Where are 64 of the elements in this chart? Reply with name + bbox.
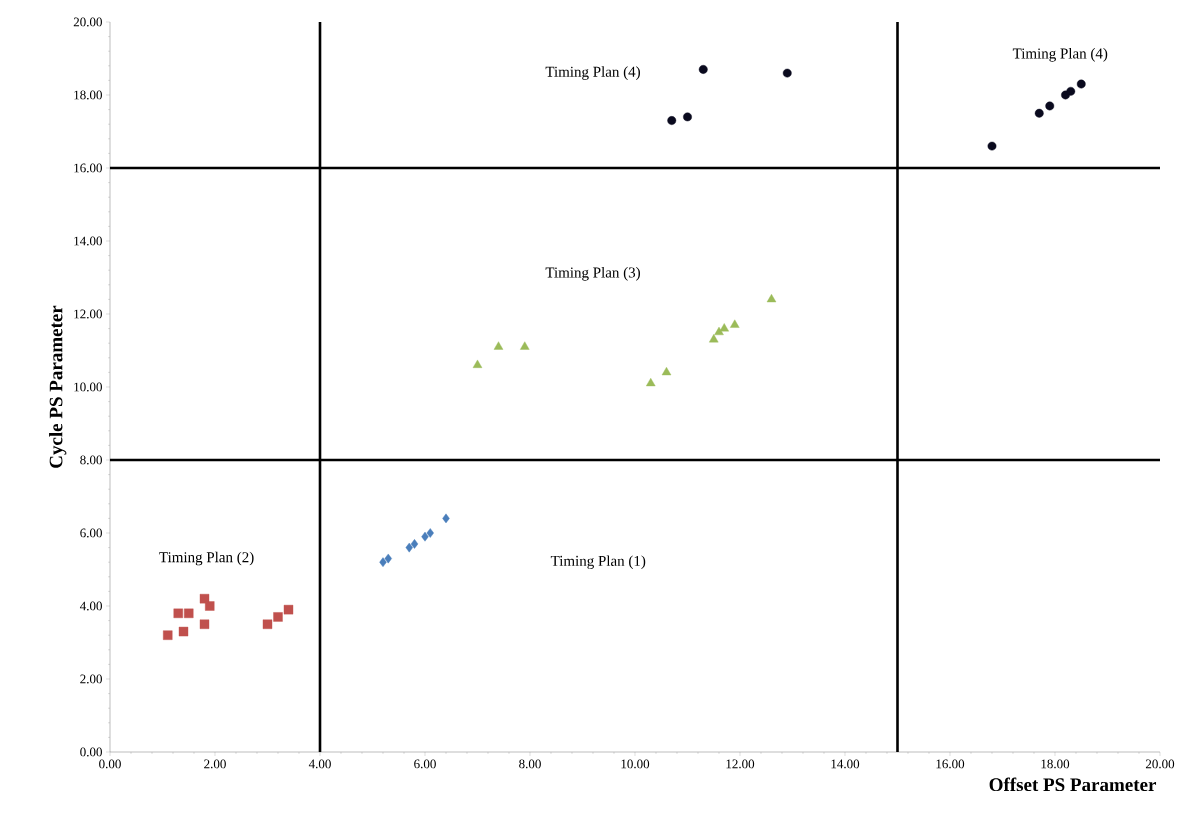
point <box>987 141 997 151</box>
point <box>262 619 273 629</box>
x-tick-label: 12.00 <box>726 759 755 769</box>
x-tick-label: 16.00 <box>936 759 965 769</box>
point <box>1066 86 1076 96</box>
point <box>472 359 483 368</box>
point <box>683 112 692 122</box>
annotation: Timing Plan (4) <box>1012 48 1108 62</box>
point <box>184 608 194 618</box>
point <box>1076 79 1086 89</box>
point <box>384 553 392 564</box>
y-tick-label: 0.00 <box>80 747 102 757</box>
y-tick-label: 8.00 <box>80 455 102 465</box>
y-tick-label: 2.00 <box>80 674 102 684</box>
y-tick-label: 10.00 <box>74 382 102 392</box>
y-tick-label: 18.00 <box>74 90 102 100</box>
x-tick-label: 10.00 <box>621 759 650 769</box>
y-tick-label: 16.00 <box>74 163 102 173</box>
point <box>520 341 530 350</box>
point <box>493 341 504 350</box>
point <box>442 513 450 524</box>
y-tick-label: 4.00 <box>79 601 102 611</box>
point <box>709 334 719 343</box>
x-tick-label: 14.00 <box>831 759 860 769</box>
y-tick-label: 6.00 <box>80 528 102 538</box>
x-tick-label: 2.00 <box>204 759 226 769</box>
point <box>410 539 419 549</box>
point <box>283 604 294 615</box>
x-tick-label: 18.00 <box>1041 759 1070 769</box>
y-axis-title: Cycle PS Parameter <box>49 305 67 468</box>
x-tick-label: 6.00 <box>414 759 436 769</box>
point <box>766 294 777 303</box>
annotation: Timing Plan (4) <box>545 66 640 80</box>
point <box>698 65 708 74</box>
point <box>661 367 672 376</box>
point <box>173 608 183 618</box>
y-tick-label: 12.00 <box>74 309 102 319</box>
annotation: Timing Plan (3) <box>545 267 640 281</box>
point <box>667 116 677 125</box>
point <box>199 594 210 604</box>
point <box>1045 101 1055 111</box>
point <box>379 557 387 567</box>
point <box>405 542 413 553</box>
point <box>426 528 434 538</box>
point <box>782 68 792 78</box>
x-tick-label: 8.00 <box>519 759 541 769</box>
point <box>421 531 429 542</box>
x-tick-label: 0.00 <box>99 759 121 769</box>
point <box>199 619 210 629</box>
point <box>178 626 189 637</box>
y-tick-label: 14.00 <box>74 236 102 246</box>
point <box>163 630 173 640</box>
y-tick-label: 20.00 <box>73 17 102 27</box>
point <box>1034 108 1044 118</box>
x-tick-label: 20.00 <box>1145 759 1175 769</box>
x-axis-title: Offset PS Parameter <box>989 777 1157 792</box>
annotation: Timing Plan (2) <box>159 551 254 566</box>
x-tick-label: 4.00 <box>308 759 331 769</box>
annotation: Timing Plan (1) <box>550 555 646 570</box>
point <box>730 319 740 328</box>
point <box>205 601 215 611</box>
point <box>646 377 656 387</box>
point <box>719 323 729 332</box>
point <box>273 612 283 622</box>
